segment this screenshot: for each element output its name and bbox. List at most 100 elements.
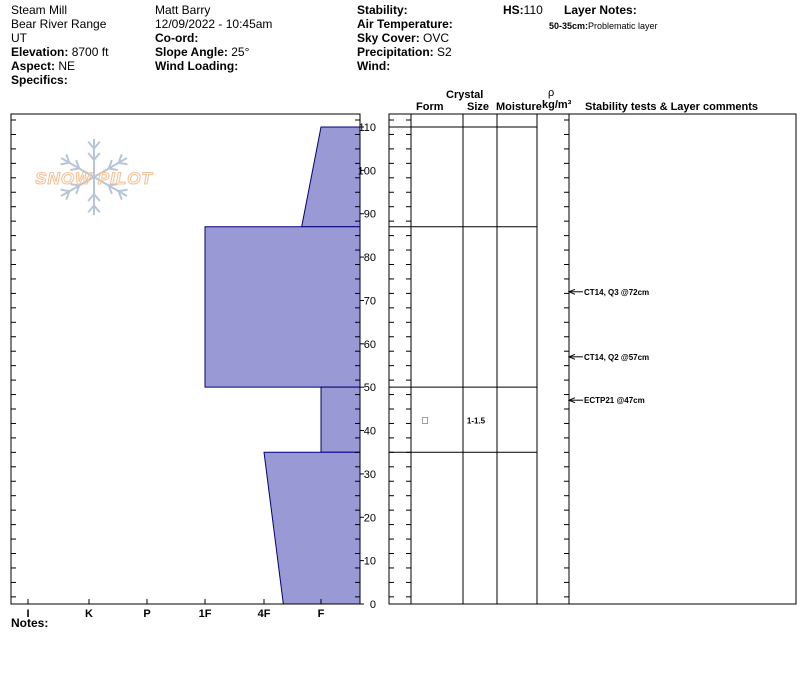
hs-label: HS: [503, 3, 524, 17]
flake-branch [118, 188, 128, 193]
snowflake-icon [60, 139, 128, 215]
flake-branch [93, 152, 101, 161]
form-header: Form [416, 101, 444, 113]
hardness-label-1F: 1F [199, 608, 212, 620]
hardness-segment-1 [204, 226, 361, 388]
observer: Matt Barry [155, 3, 211, 17]
flake-branch [107, 159, 113, 169]
layer-table-frame [388, 113, 797, 605]
notes-label: Notes: [11, 616, 49, 630]
layer-note-text: Problematic layer [588, 21, 658, 31]
depth-tick-label: 80 [364, 252, 376, 264]
flake-branch [75, 159, 81, 169]
coord: Co-ord: [155, 31, 198, 45]
coord-label: Co-ord: [155, 31, 199, 45]
hardness-segment-2 [320, 386, 361, 453]
hardness-graph-frame [10, 113, 361, 605]
logo-text: SNOW PILOT [35, 169, 153, 188]
hardness-label-F: F [318, 608, 325, 620]
flake-branch [117, 153, 123, 164]
flake-branch [65, 190, 71, 201]
flake-branch [108, 167, 118, 172]
flake-arm [93, 176, 128, 197]
depth-tick-label: 70 [364, 295, 376, 307]
flake-branch [87, 193, 95, 202]
flake-branch [118, 161, 128, 166]
flake-branch [93, 193, 101, 202]
crystal-header: Crystal [446, 89, 484, 101]
depth-tick-label: 0 [370, 599, 376, 611]
air-temperature: Air Temperature: [357, 17, 453, 31]
wind-loading: Wind Loading: [155, 59, 238, 73]
precipitation: Precipitation: S2 [357, 45, 452, 59]
stability-test-0: CT14, Q3 @72cm [584, 288, 649, 297]
depth-tick-label: 110 [358, 122, 376, 134]
layer-notes-label: Layer Notes: [564, 3, 637, 17]
sky-label: Sky Cover: [357, 31, 420, 45]
flake-branch [87, 152, 95, 161]
wind: Wind: [357, 59, 390, 73]
air-temp-label: Air Temperature: [357, 17, 453, 31]
stability-test-1: CT14, Q2 @57cm [584, 353, 649, 362]
stability: Stability: [357, 3, 408, 17]
arrow-icon [567, 353, 576, 360]
flake-branch [93, 204, 101, 214]
depth-tick-label: 40 [364, 426, 376, 438]
slope-angle: Slope Angle: 25° [155, 45, 249, 59]
aspect-label: Aspect: [11, 59, 56, 73]
wind-loading-label: Wind Loading: [155, 59, 239, 73]
specifics: Specifics: [11, 73, 68, 87]
flake-branch [108, 182, 118, 187]
moisture-header: Moisture [496, 101, 542, 113]
arrow-icon [567, 397, 576, 404]
depth-tick-label: 20 [364, 512, 376, 524]
flake-branch [60, 161, 70, 166]
stability-label: Stability: [357, 3, 408, 17]
range: Bear River Range [11, 17, 107, 31]
sky-cover: Sky Cover: OVC [357, 31, 449, 45]
slope-label: Slope Angle: [155, 45, 228, 59]
depth-tick-label: 60 [364, 339, 376, 351]
snowpilot-logo: SNOW PILOT [35, 139, 153, 215]
aspect: Aspect: NE [11, 59, 75, 73]
sky-value: OVC [423, 31, 450, 45]
hs-value: 110 [523, 3, 543, 17]
flake-branch [87, 140, 95, 150]
density-unit-header: kg/m³ [542, 99, 572, 111]
notes: Notes: [11, 616, 48, 630]
size-header: Size [467, 101, 490, 113]
flake-branch [107, 185, 113, 195]
location: Steam Mill [11, 3, 68, 17]
layer-note: 50-35cm:Problematic layer [549, 19, 658, 33]
flake-branch [117, 190, 123, 201]
flake-arm [60, 176, 95, 197]
layer-note-range: 50-35cm: [549, 21, 589, 31]
hardness-label-K: K [85, 608, 93, 620]
depth-tick-label: 90 [364, 209, 376, 221]
elevation-value: 8700 ft [71, 45, 109, 59]
state: UT [11, 31, 27, 45]
flake-branch [60, 188, 70, 193]
elevation-label: Elevation: [11, 45, 69, 59]
layer-form-0: □ [422, 416, 428, 427]
flake-branch [87, 204, 95, 214]
elevation: Elevation: 8700 ft [11, 45, 108, 59]
rho-header: ρ [548, 87, 555, 99]
precip-label: Precipitation: [357, 45, 434, 59]
flake-branch [70, 182, 80, 187]
depth-tick-label: 30 [364, 469, 376, 481]
precip-value: S2 [437, 45, 452, 59]
layer-notes: Layer Notes: [564, 3, 637, 17]
aspect-value: NE [58, 59, 76, 73]
stability-tests-header: Stability tests & Layer comments [585, 101, 759, 113]
hardness-label-4F: 4F [258, 608, 271, 620]
flake-branch [93, 140, 101, 150]
hs: HS:110 [503, 3, 543, 17]
datetime: 12/09/2022 - 10:45am [155, 17, 273, 31]
stability-test-2: ECTP21 @47cm [584, 396, 645, 405]
depth-tick-label: 100 [358, 165, 376, 177]
depth-tick-label: 50 [364, 382, 376, 394]
slope-value: 25° [231, 45, 250, 59]
arrow-icon [567, 288, 576, 295]
